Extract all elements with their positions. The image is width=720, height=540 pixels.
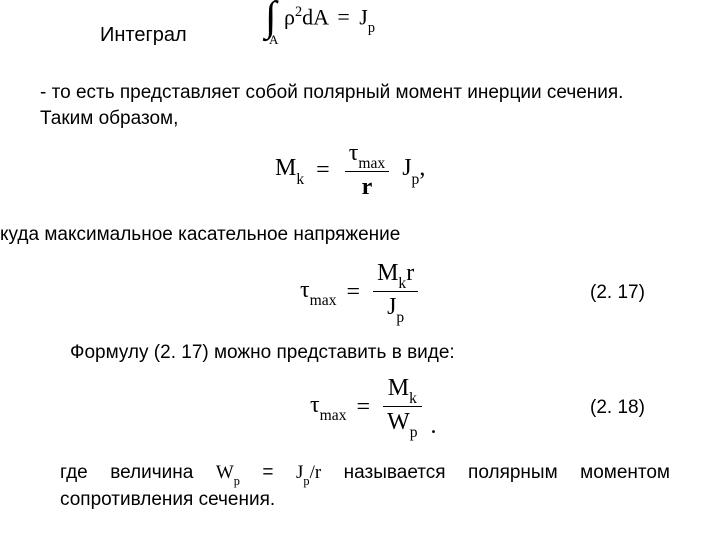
frac-mk: τmax r xyxy=(345,140,390,202)
r-den: r xyxy=(362,174,373,200)
formula-integral: ∫ A ρ2dA = Jp xyxy=(265,4,375,35)
eq-tm1: = xyxy=(347,279,361,306)
p4-Jp: p xyxy=(303,474,309,488)
tau3: τ xyxy=(310,392,320,418)
tau2: τ xyxy=(300,277,310,303)
Mk-k: k xyxy=(296,171,304,188)
eq1: = xyxy=(337,4,349,29)
p4-W: W xyxy=(216,462,234,483)
comma-mk: , xyxy=(419,155,425,181)
Mk-M: M xyxy=(275,155,296,181)
tau3-max: max xyxy=(320,407,347,424)
dA: dA xyxy=(302,4,328,29)
eqnum-2-18: (2. 18) xyxy=(590,395,645,421)
para-polar-resistance: где величина Wp = Jp/r называется полярн… xyxy=(60,460,670,513)
tau2-max: max xyxy=(310,292,337,309)
M3: M xyxy=(388,375,409,401)
int-lower-A: A xyxy=(269,32,278,48)
page: Интеграл ∫ A ρ2dA = Jp - то есть предста… xyxy=(0,0,720,540)
frac-tm1: Mkr Jp xyxy=(373,260,418,325)
M2: M xyxy=(377,260,398,286)
p4-pre: где величина xyxy=(60,462,216,483)
W1: W xyxy=(387,409,410,435)
p4-eq: = xyxy=(240,462,296,483)
r2: r xyxy=(406,260,414,286)
eqnum-2-17: (2. 17) xyxy=(590,280,645,306)
Jp-J: J xyxy=(359,4,368,29)
formula-taumax-1: τmax = Mkr Jp xyxy=(300,260,421,325)
para-formula-view: Формулу (2. 17) можно представить в виде… xyxy=(70,340,670,366)
p4-Wp: p xyxy=(234,474,240,488)
tau: τ xyxy=(349,140,359,166)
W1p: p xyxy=(410,424,418,441)
eq-mk: = xyxy=(316,157,330,184)
Jp-p: p xyxy=(368,20,375,36)
J3: J xyxy=(387,294,396,320)
tau-max: max xyxy=(358,155,385,172)
frac-tm2: Mk Wp xyxy=(383,375,421,440)
int-symbol: ∫ xyxy=(265,3,277,32)
para-polar-moment: - то есть представляет собой полярный мо… xyxy=(40,80,670,131)
eq-tm2: = xyxy=(357,394,371,421)
formula-taumax-2: τmax = Mk Wp . xyxy=(310,375,437,440)
M3k: k xyxy=(409,390,417,407)
Jp2-p: p xyxy=(412,171,420,188)
J3p: p xyxy=(396,309,404,326)
p4-over: /r xyxy=(310,462,322,483)
Jp2-J: J xyxy=(402,155,411,181)
formula-mk: Mk = τmax r Jp, xyxy=(275,140,425,202)
para-max-tangential: куда максимальное касательное напряжение xyxy=(0,222,620,248)
label-integral: Интеграл xyxy=(100,22,187,49)
rho: ρ xyxy=(284,4,295,29)
dot-tm2: . xyxy=(431,413,437,440)
M2k: k xyxy=(398,275,406,292)
